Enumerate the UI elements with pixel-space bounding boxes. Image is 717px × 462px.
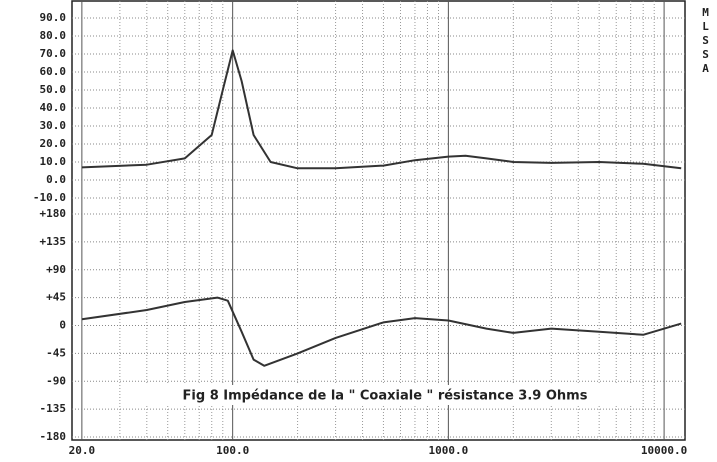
y-tick-label: +135 xyxy=(40,235,67,248)
series-line xyxy=(81,296,682,367)
y-tick-label: 50.0 xyxy=(40,83,67,96)
y-tick-label: 20.0 xyxy=(40,137,67,150)
x-tick-label: 1000.0 xyxy=(428,444,468,457)
y-tick-label: 70.0 xyxy=(40,47,67,60)
y-tick-label: +180 xyxy=(40,207,67,220)
y-tick-label: -45 xyxy=(46,346,66,359)
y-tick-label: 90.0 xyxy=(40,11,67,24)
x-tick-label: 100.0 xyxy=(216,444,249,457)
y-tick-label: -10.0 xyxy=(33,191,66,204)
y-tick-label: 80.0 xyxy=(40,29,67,42)
y-tick-label: 10.0 xyxy=(40,155,67,168)
plot-frame xyxy=(71,0,686,441)
y-tick-label: -90 xyxy=(46,374,66,387)
annotation: Fig 8 Impédance de la " Coaxiale " résis… xyxy=(183,389,588,404)
y-tick-label: 0 xyxy=(59,319,66,332)
y-tick-label: +45 xyxy=(46,291,66,304)
y-tick-label: 40.0 xyxy=(40,101,67,114)
series-line xyxy=(81,49,682,170)
x-tick-label: 10000.0 xyxy=(641,444,687,457)
y-tick-label: 30.0 xyxy=(40,119,67,132)
annotation-bg xyxy=(135,385,635,405)
y-tick-label: +90 xyxy=(46,263,66,276)
x-tick-label: 20.0 xyxy=(69,444,96,457)
side-label: MLSSA xyxy=(699,6,712,76)
y-tick-label: -180 xyxy=(40,430,67,443)
y-tick-label: -135 xyxy=(40,402,67,415)
y-tick-label: 60.0 xyxy=(40,65,67,78)
y-tick-label: 0.0 xyxy=(46,173,66,186)
